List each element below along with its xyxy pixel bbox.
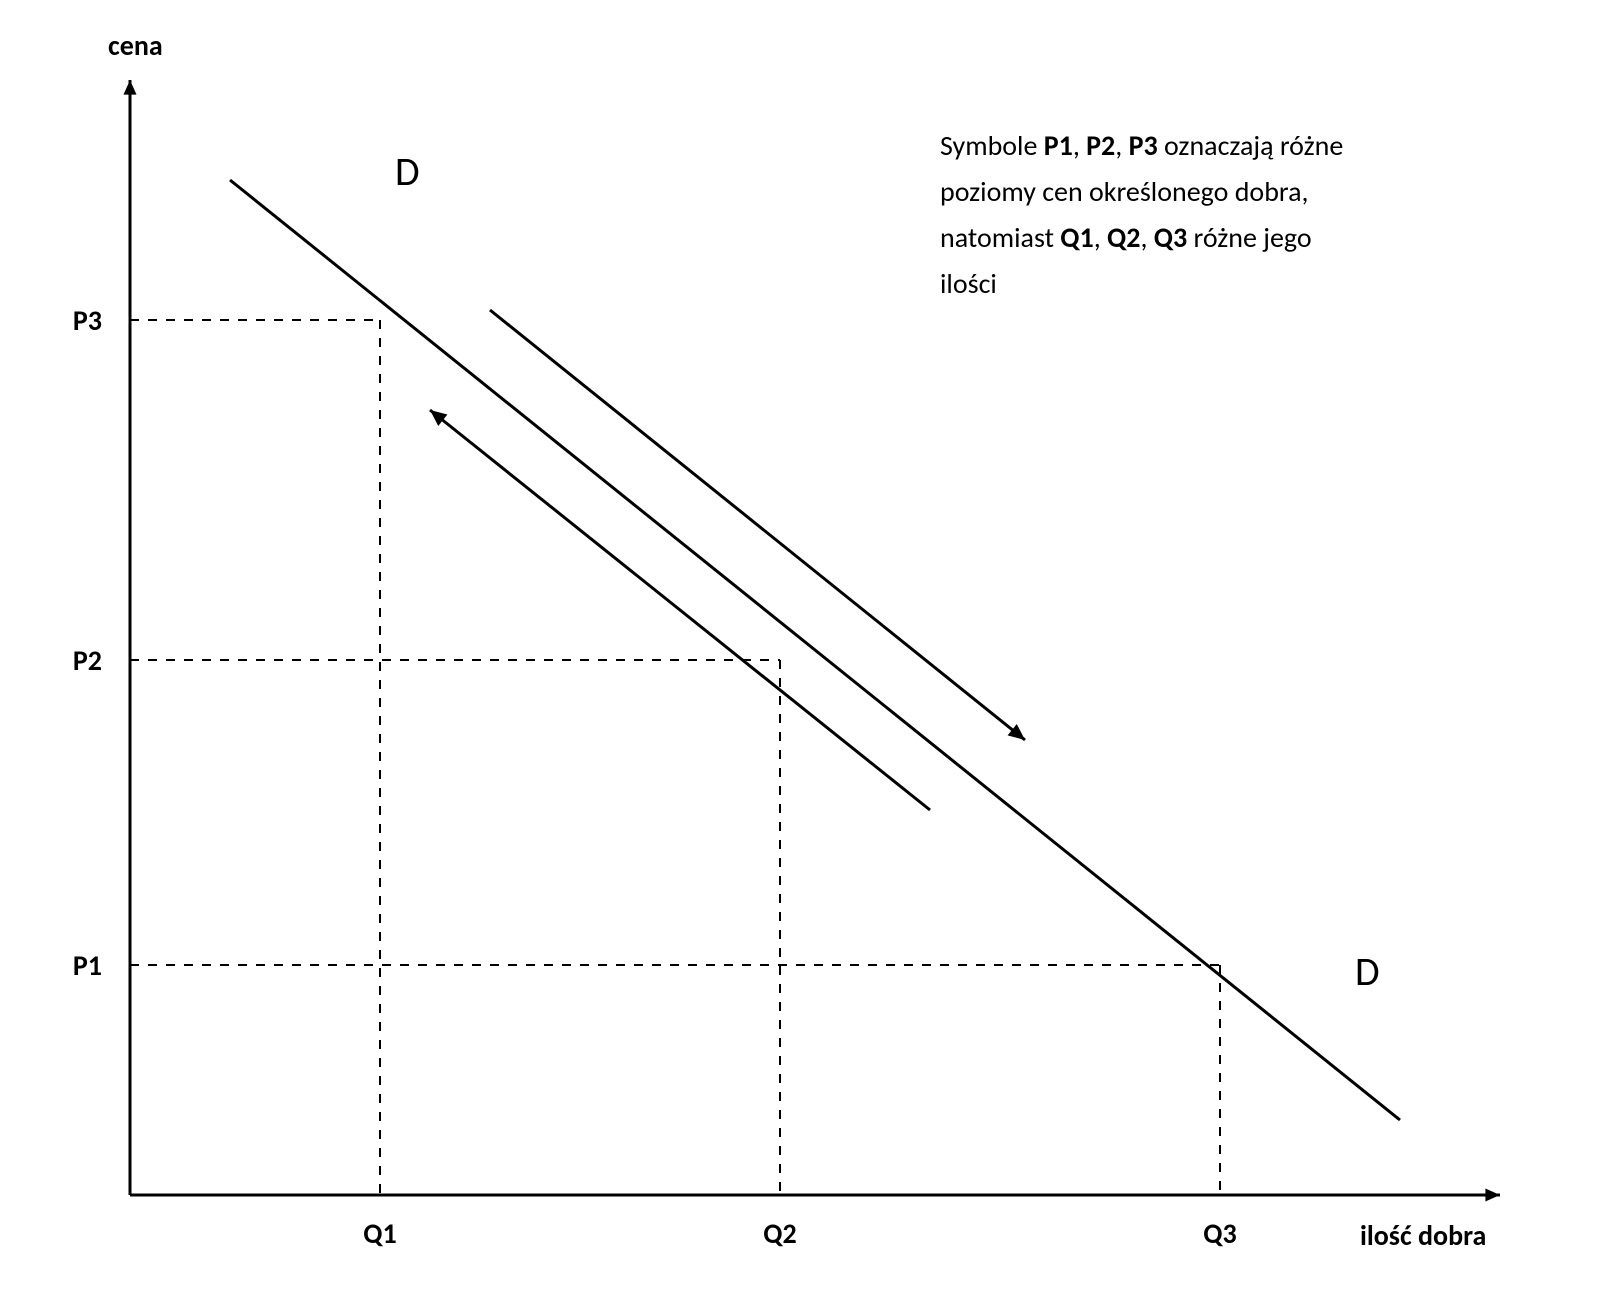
explanation-segment: ilości <box>940 266 997 301</box>
x-tick-Q3: Q3 <box>1203 1216 1236 1251</box>
y-tick-P3: P3 <box>73 303 102 338</box>
explanation-segment: Q3 <box>1154 220 1187 255</box>
y-tick-P2: P2 <box>73 643 102 678</box>
explanation-segment: poziomy cen określonego dobra, <box>940 174 1308 209</box>
explanation-segment: , <box>1094 220 1107 255</box>
y-tick-P1: P1 <box>73 948 102 983</box>
explanation-segment: Q2 <box>1107 220 1140 255</box>
explanation-segment: Symbole <box>940 128 1044 163</box>
demand-curve-label-1: D <box>395 147 420 196</box>
explanation-segment: natomiast <box>940 220 1060 255</box>
x-axis-label: ilość dobra <box>1360 1218 1486 1253</box>
explanation-segment: P3 <box>1129 128 1158 163</box>
x-tick-Q1: Q1 <box>363 1216 396 1251</box>
background <box>0 0 1600 1309</box>
explanation-segment: , <box>1073 128 1086 163</box>
explanation-segment: różne jego <box>1187 220 1311 255</box>
explanation-segment: P1 <box>1044 128 1073 163</box>
explanation-segment: oznaczają różne <box>1158 128 1344 163</box>
x-tick-Q2: Q2 <box>763 1216 796 1251</box>
explanation-segment: , <box>1140 220 1153 255</box>
y-axis-label: cena <box>108 28 163 63</box>
demand-curve-label-2: D <box>1355 947 1380 996</box>
explanation-segment: P2 <box>1086 128 1115 163</box>
explanation-segment: , <box>1115 128 1128 163</box>
explanation-segment: Q1 <box>1060 220 1093 255</box>
